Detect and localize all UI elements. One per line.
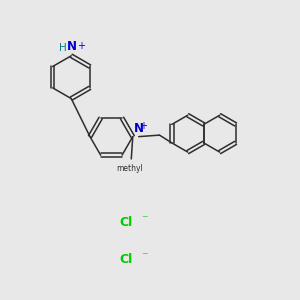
Text: methyl: methyl	[116, 164, 143, 173]
Text: H: H	[59, 44, 67, 53]
Text: N: N	[67, 40, 77, 53]
Text: Cl: Cl	[120, 254, 133, 266]
Text: ⁻: ⁻	[141, 213, 147, 226]
Text: +: +	[139, 121, 147, 131]
Text: N: N	[134, 122, 144, 135]
Text: ⁻: ⁻	[141, 250, 147, 263]
Text: Cl: Cl	[120, 216, 133, 229]
Text: +: +	[77, 41, 85, 51]
